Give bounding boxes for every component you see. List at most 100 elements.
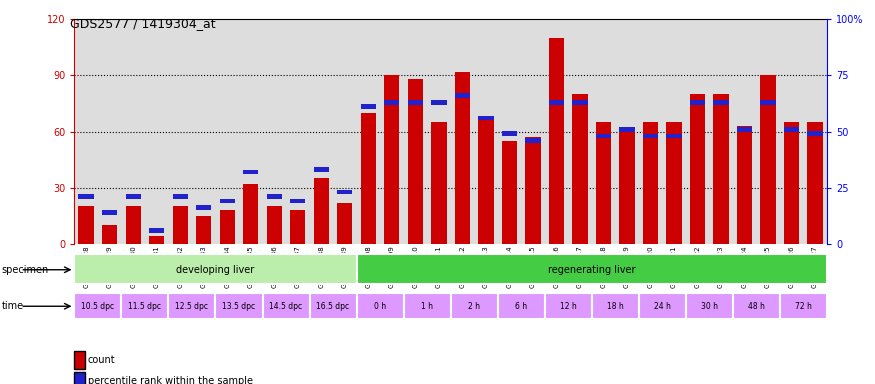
Bar bbox=[337, 190, 353, 194]
FancyBboxPatch shape bbox=[168, 293, 215, 319]
Text: 18 h: 18 h bbox=[607, 302, 624, 311]
Bar bbox=[525, 137, 541, 244]
Bar bbox=[760, 100, 776, 104]
Bar bbox=[243, 184, 258, 244]
Bar bbox=[384, 100, 400, 104]
Bar bbox=[125, 207, 141, 244]
FancyBboxPatch shape bbox=[215, 293, 262, 319]
Bar bbox=[549, 38, 564, 244]
Bar bbox=[643, 122, 658, 244]
Text: 6 h: 6 h bbox=[515, 302, 528, 311]
Bar bbox=[196, 216, 212, 244]
Bar bbox=[501, 131, 517, 136]
Bar bbox=[713, 94, 729, 244]
Bar bbox=[596, 134, 611, 138]
Text: GDS2577 / 1419304_at: GDS2577 / 1419304_at bbox=[70, 17, 215, 30]
FancyBboxPatch shape bbox=[498, 293, 544, 319]
Text: 12 h: 12 h bbox=[560, 302, 577, 311]
Bar bbox=[596, 122, 611, 244]
Bar bbox=[125, 194, 141, 199]
FancyBboxPatch shape bbox=[357, 293, 403, 319]
Text: 0 h: 0 h bbox=[374, 302, 386, 311]
Bar bbox=[267, 207, 282, 244]
Text: 16.5 dpc: 16.5 dpc bbox=[317, 302, 350, 311]
Bar bbox=[737, 126, 752, 244]
Text: 13.5 dpc: 13.5 dpc bbox=[222, 302, 255, 311]
Bar bbox=[172, 207, 188, 244]
Bar bbox=[620, 128, 634, 244]
Bar bbox=[620, 127, 634, 132]
Text: 10.5 dpc: 10.5 dpc bbox=[81, 302, 115, 311]
Text: percentile rank within the sample: percentile rank within the sample bbox=[88, 376, 253, 384]
Text: 24 h: 24 h bbox=[654, 302, 671, 311]
Bar bbox=[290, 199, 305, 204]
Bar bbox=[172, 194, 188, 199]
Bar bbox=[408, 79, 423, 244]
Bar bbox=[643, 134, 658, 138]
Bar bbox=[479, 117, 494, 244]
Text: time: time bbox=[2, 301, 24, 311]
FancyBboxPatch shape bbox=[780, 293, 827, 319]
Bar bbox=[360, 104, 376, 109]
Bar bbox=[760, 75, 776, 244]
Bar bbox=[455, 93, 470, 98]
Bar bbox=[808, 122, 822, 244]
Bar bbox=[243, 169, 258, 174]
FancyBboxPatch shape bbox=[357, 255, 827, 285]
Bar bbox=[79, 207, 94, 244]
Bar bbox=[290, 210, 305, 244]
Bar bbox=[713, 100, 729, 104]
Bar bbox=[667, 134, 682, 138]
Bar bbox=[431, 122, 446, 244]
FancyBboxPatch shape bbox=[122, 293, 168, 319]
Bar bbox=[501, 141, 517, 244]
Bar bbox=[79, 194, 94, 199]
Text: 1 h: 1 h bbox=[421, 302, 433, 311]
FancyBboxPatch shape bbox=[686, 293, 733, 319]
Bar bbox=[690, 100, 705, 104]
Text: 2 h: 2 h bbox=[468, 302, 480, 311]
FancyBboxPatch shape bbox=[451, 293, 498, 319]
Bar bbox=[784, 127, 799, 132]
Bar bbox=[102, 225, 117, 244]
Bar bbox=[220, 210, 234, 244]
Bar bbox=[431, 100, 446, 104]
Text: count: count bbox=[88, 355, 116, 365]
Bar bbox=[102, 210, 117, 215]
FancyBboxPatch shape bbox=[310, 293, 357, 319]
FancyBboxPatch shape bbox=[262, 293, 310, 319]
Bar bbox=[337, 203, 353, 244]
Bar bbox=[220, 199, 234, 204]
FancyBboxPatch shape bbox=[403, 293, 451, 319]
Bar bbox=[455, 72, 470, 244]
Text: 48 h: 48 h bbox=[748, 302, 765, 311]
Bar bbox=[149, 237, 164, 244]
Bar bbox=[784, 122, 799, 244]
Text: 12.5 dpc: 12.5 dpc bbox=[176, 302, 208, 311]
Bar bbox=[408, 100, 423, 104]
Bar bbox=[808, 131, 822, 136]
Bar bbox=[267, 194, 282, 199]
FancyBboxPatch shape bbox=[544, 293, 592, 319]
Text: developing liver: developing liver bbox=[177, 265, 255, 275]
Bar bbox=[737, 127, 752, 132]
FancyBboxPatch shape bbox=[733, 293, 780, 319]
FancyBboxPatch shape bbox=[639, 293, 686, 319]
Bar bbox=[572, 94, 588, 244]
Bar bbox=[196, 205, 212, 210]
Text: 11.5 dpc: 11.5 dpc bbox=[129, 302, 161, 311]
Bar bbox=[525, 138, 541, 143]
Bar bbox=[360, 113, 376, 244]
FancyBboxPatch shape bbox=[74, 255, 357, 285]
FancyBboxPatch shape bbox=[592, 293, 639, 319]
FancyBboxPatch shape bbox=[74, 293, 122, 319]
Bar bbox=[313, 167, 329, 172]
Bar bbox=[690, 94, 705, 244]
Text: 14.5 dpc: 14.5 dpc bbox=[270, 302, 303, 311]
Bar bbox=[667, 122, 682, 244]
Text: 30 h: 30 h bbox=[701, 302, 717, 311]
Bar bbox=[572, 100, 588, 104]
Text: specimen: specimen bbox=[2, 265, 49, 275]
Text: regenerating liver: regenerating liver bbox=[548, 265, 635, 275]
Bar bbox=[549, 100, 564, 104]
